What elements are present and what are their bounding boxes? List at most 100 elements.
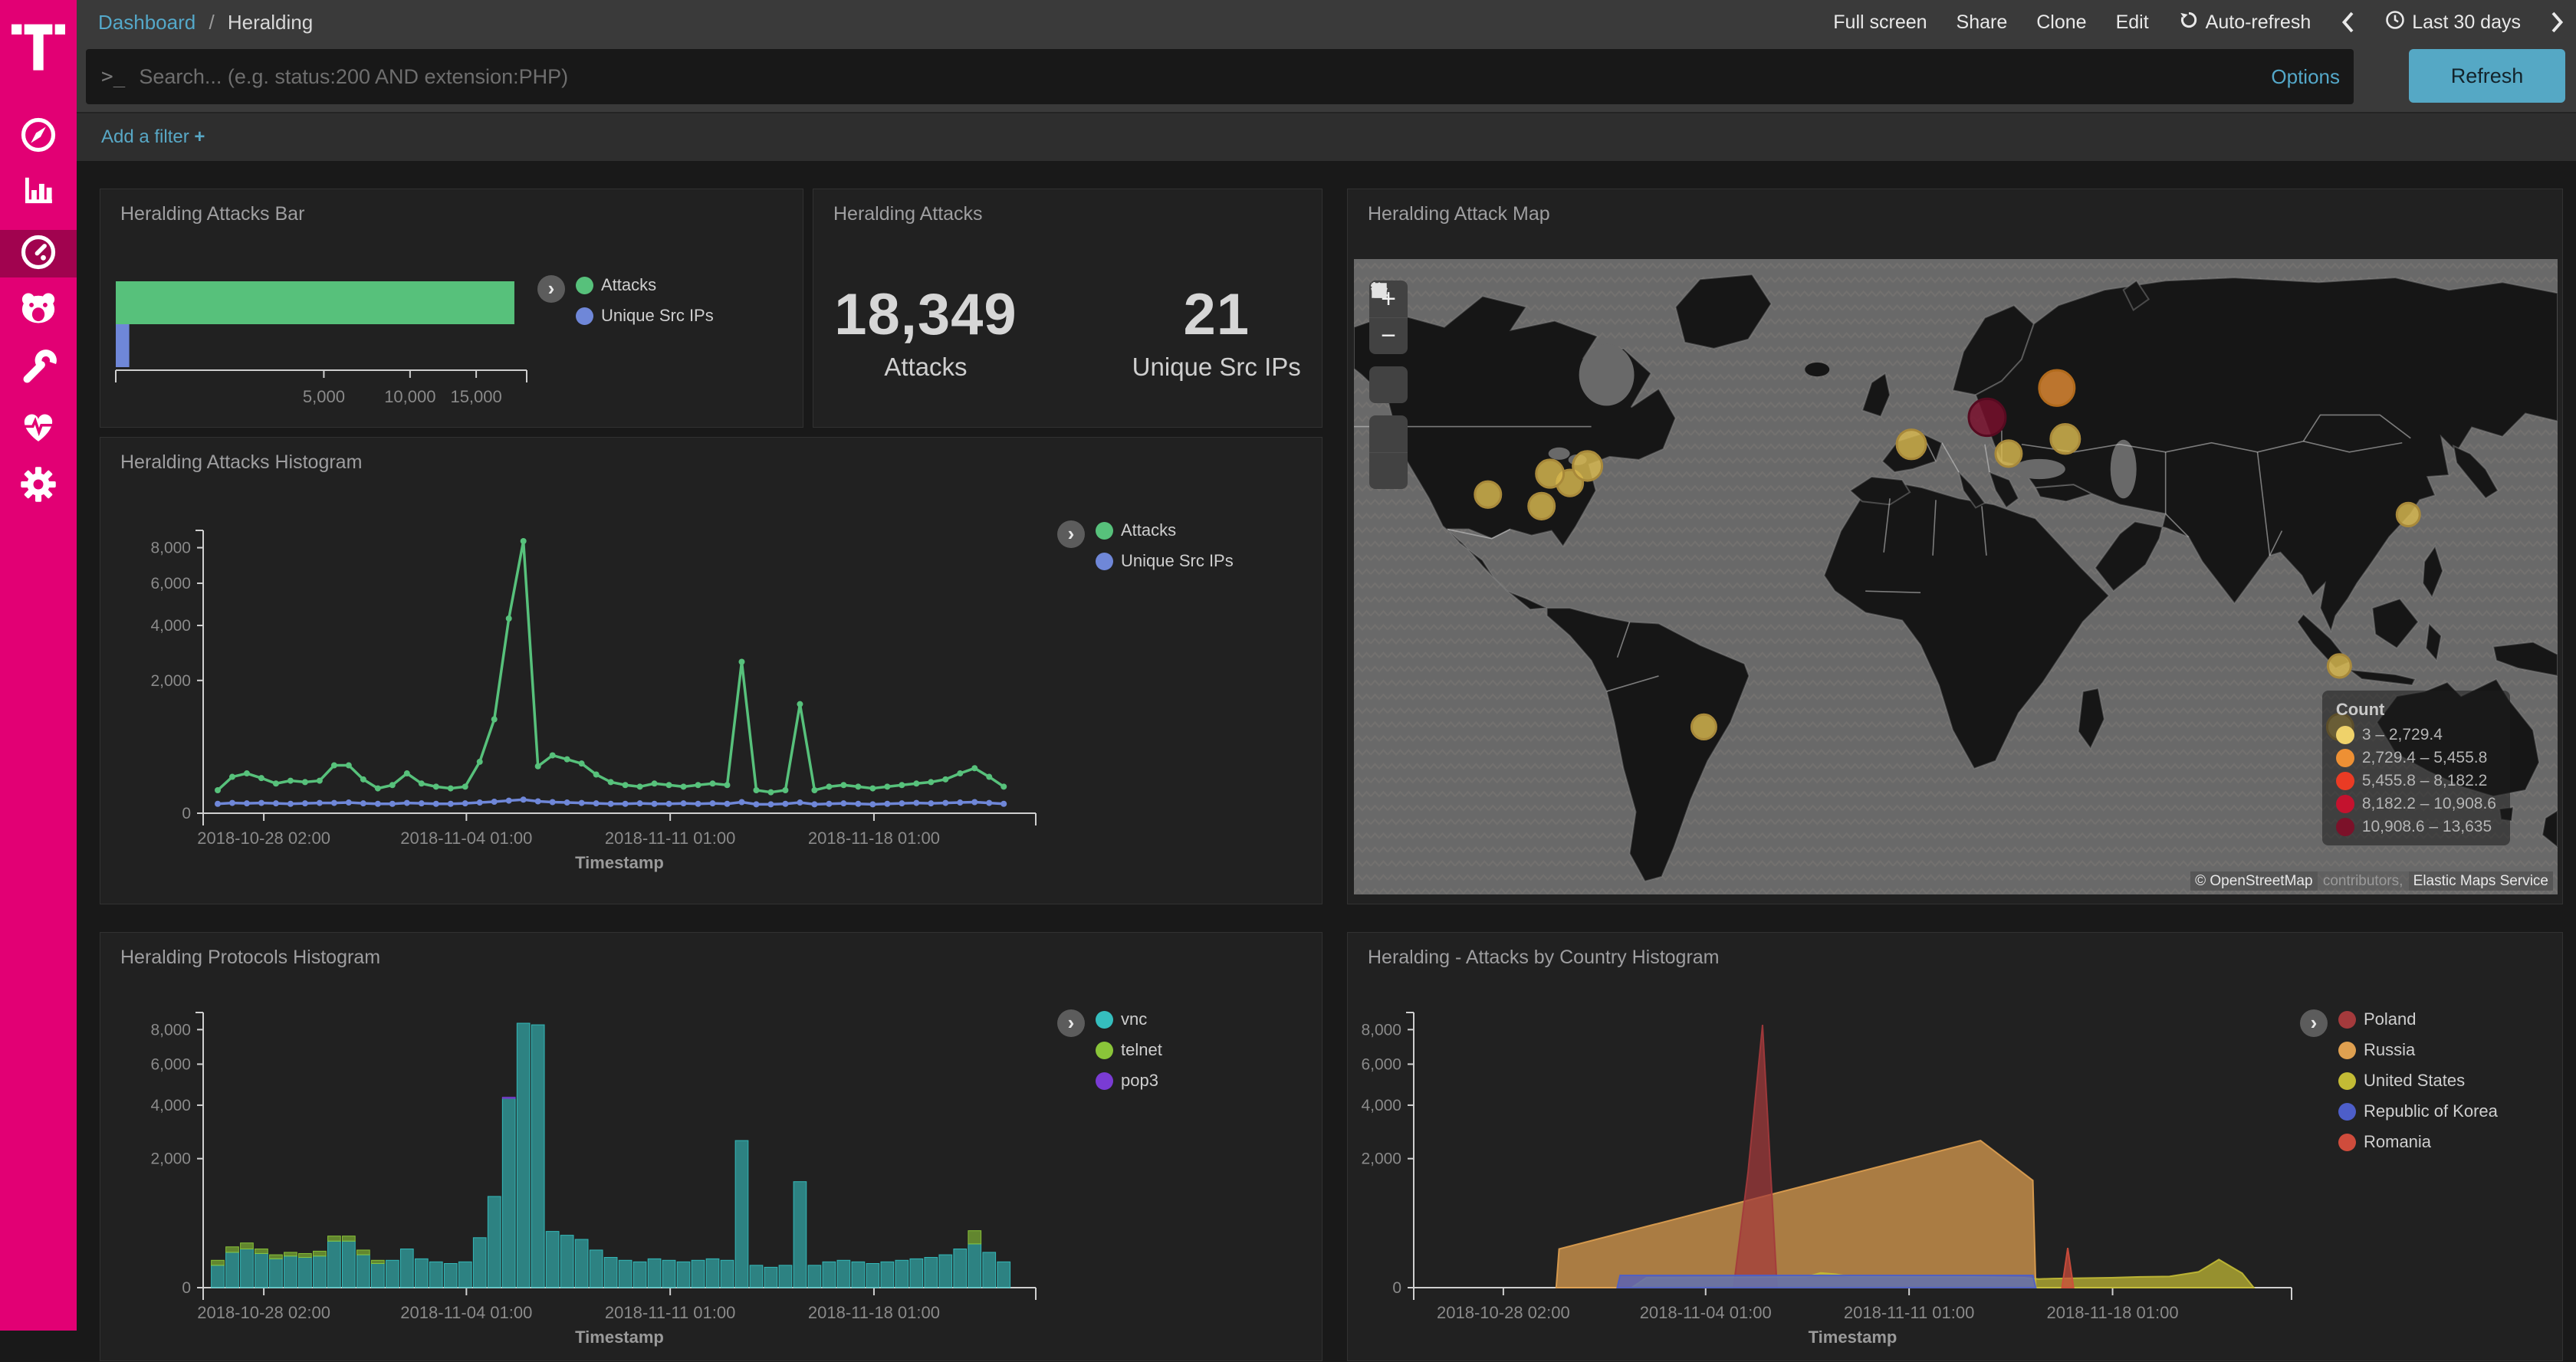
metric-unique-src-ips: 21 Unique Src IPs bbox=[1132, 281, 1301, 382]
legend-label: Romania bbox=[2364, 1132, 2431, 1152]
breadcrumb-current: Heralding bbox=[228, 11, 313, 34]
legend-color-dot bbox=[1096, 1042, 1113, 1059]
legend-color-dot bbox=[2338, 1103, 2356, 1121]
map-draw-polygon-button[interactable] bbox=[1369, 415, 1408, 452]
filter-bar: Add a filter + bbox=[77, 112, 2576, 161]
sidebar-item-management[interactable] bbox=[0, 461, 77, 510]
edit-button[interactable]: Edit bbox=[2116, 11, 2149, 34]
svg-text:2,000: 2,000 bbox=[150, 672, 191, 690]
clone-button[interactable]: Clone bbox=[2036, 11, 2086, 34]
map-crop-icon[interactable] bbox=[1369, 366, 1408, 403]
map-legend-title: Count bbox=[2336, 700, 2496, 720]
svg-text:Timestamp: Timestamp bbox=[575, 853, 664, 872]
legend-collapse-icon[interactable]: › bbox=[2300, 1009, 2328, 1037]
legend-label: vnc bbox=[1121, 1009, 1147, 1029]
svg-text:2018-11-04 01:00: 2018-11-04 01:00 bbox=[400, 1303, 532, 1322]
panel-attacks-bar: Heralding Attacks Bar 5,00010,00015,000 … bbox=[100, 189, 803, 428]
query-bar: >_ Options Refresh bbox=[77, 44, 2576, 112]
svg-text:2018-11-18 01:00: 2018-11-18 01:00 bbox=[2046, 1303, 2178, 1322]
legend-item[interactable]: vnc bbox=[1096, 1009, 1162, 1029]
compass-icon bbox=[18, 115, 58, 159]
svg-text:2018-10-28 02:00: 2018-10-28 02:00 bbox=[197, 829, 330, 848]
protocols-histogram-chart: 02,0004,0006,0008,0002018-10-28 02:00201… bbox=[100, 933, 1323, 1362]
legend-item[interactable]: United States bbox=[2338, 1071, 2498, 1091]
svg-text:2018-10-28 02:00: 2018-10-28 02:00 bbox=[197, 1303, 330, 1322]
time-back-button[interactable] bbox=[2340, 11, 2355, 34]
legend-label: Republic of Korea bbox=[2364, 1101, 2498, 1121]
legend-label: telnet bbox=[1121, 1040, 1162, 1060]
elastic-maps-service-link[interactable]: Elastic Maps Service bbox=[2409, 871, 2553, 891]
legend-item[interactable]: Unique Src IPs bbox=[1096, 551, 1234, 571]
svg-text:2,000: 2,000 bbox=[1361, 1150, 1401, 1168]
share-button[interactable]: Share bbox=[1957, 11, 2008, 34]
attack-map[interactable]: + − bbox=[1354, 259, 2558, 894]
panel-attack-map: Heralding Attack Map + − bbox=[1347, 189, 2563, 904]
legend-item[interactable]: Romania bbox=[2338, 1132, 2498, 1152]
map-legend-item: 5,455.8 – 8,182.2 bbox=[2336, 772, 2496, 790]
legend-color-dot bbox=[1096, 553, 1113, 570]
svg-text:2018-10-28 02:00: 2018-10-28 02:00 bbox=[1437, 1303, 1570, 1322]
legend-color-dot bbox=[1096, 522, 1113, 540]
legend-collapse-icon[interactable]: › bbox=[537, 275, 565, 303]
metric-value: 18,349 bbox=[834, 281, 1017, 348]
svg-text:15,000: 15,000 bbox=[450, 387, 501, 406]
auto-refresh-button[interactable]: Auto-refresh bbox=[2178, 9, 2312, 36]
sidebar-item-timelion[interactable] bbox=[0, 285, 77, 334]
options-link[interactable]: Options bbox=[2271, 49, 2340, 104]
svg-text:2018-11-11 01:00: 2018-11-11 01:00 bbox=[605, 829, 735, 848]
svg-text:2018-11-04 01:00: 2018-11-04 01:00 bbox=[1640, 1303, 1772, 1322]
t-mobile-logo-icon[interactable] bbox=[0, 8, 77, 77]
legend-label: Unique Src IPs bbox=[601, 306, 714, 326]
map-draw-rectangle-button[interactable] bbox=[1369, 452, 1408, 489]
sidebar-item-dashboard[interactable] bbox=[0, 230, 77, 277]
openstreetmap-link[interactable]: OpenStreetMap bbox=[2210, 873, 2312, 889]
clock-icon bbox=[2384, 9, 2406, 36]
sidebar-item-discover[interactable] bbox=[0, 112, 77, 161]
chart-legend: › vnc telnet pop3 bbox=[1057, 1009, 1162, 1091]
panel-country-histogram: Heralding - Attacks by Country Histogram… bbox=[1347, 932, 2563, 1361]
breadcrumb-dashboard-link[interactable]: Dashboard bbox=[98, 11, 196, 34]
map-legend-item: 10,908.6 – 13,635 bbox=[2336, 818, 2496, 836]
refresh-button[interactable]: Refresh bbox=[2409, 49, 2565, 103]
legend-color-dot bbox=[2338, 1072, 2356, 1090]
legend-item[interactable]: pop3 bbox=[1096, 1071, 1162, 1091]
add-filter-button[interactable]: Add a filter + bbox=[101, 126, 205, 148]
map-legend-label: 10,908.6 – 13,635 bbox=[2362, 818, 2492, 836]
legend-item[interactable]: Unique Src IPs bbox=[576, 306, 714, 326]
legend-collapse-icon[interactable]: › bbox=[1057, 1009, 1085, 1037]
map-legend-dot bbox=[2336, 818, 2354, 836]
legend-item[interactable]: Poland bbox=[2338, 1009, 2498, 1029]
map-legend-dot bbox=[2336, 726, 2354, 744]
legend-label: Russia bbox=[2364, 1040, 2415, 1060]
legend-item[interactable]: Attacks bbox=[576, 275, 714, 295]
search-input[interactable] bbox=[137, 49, 2354, 104]
heartbeat-icon bbox=[17, 408, 60, 451]
time-range-picker[interactable]: Last 30 days bbox=[2384, 9, 2521, 36]
map-zoom-out-button[interactable]: − bbox=[1369, 317, 1408, 354]
legend-color-dot bbox=[1096, 1072, 1113, 1090]
legend-item[interactable]: Attacks bbox=[1096, 520, 1234, 540]
svg-text:2018-11-18 01:00: 2018-11-18 01:00 bbox=[808, 829, 940, 848]
search-input-wrap: >_ Options bbox=[86, 49, 2354, 104]
panel-title: Heralding Attacks bbox=[813, 189, 1322, 225]
sidebar-item-monitoring[interactable] bbox=[0, 405, 77, 454]
panel-protocols-histogram: Heralding Protocols Histogram 02,0004,00… bbox=[100, 932, 1322, 1361]
breadcrumb-separator: / bbox=[209, 11, 214, 34]
time-forward-button[interactable] bbox=[2550, 11, 2565, 34]
legend-item[interactable]: Republic of Korea bbox=[2338, 1101, 2498, 1121]
panel-title: Heralding Attack Map bbox=[1348, 189, 2562, 225]
legend-color-dot bbox=[2338, 1042, 2356, 1059]
svg-text:6,000: 6,000 bbox=[1361, 1055, 1401, 1073]
chart-legend: › Poland Russia United States Republic of K… bbox=[2300, 1009, 2498, 1152]
full-screen-button[interactable]: Full screen bbox=[1833, 11, 1927, 34]
legend-collapse-icon[interactable]: › bbox=[1057, 520, 1085, 548]
map-legend-item: 8,182.2 – 10,908.6 bbox=[2336, 795, 2496, 813]
legend-item[interactable]: telnet bbox=[1096, 1040, 1162, 1060]
legend-item[interactable]: Russia bbox=[2338, 1040, 2498, 1060]
map-attribution: © OpenStreetMap contributors, Elastic Ma… bbox=[2190, 873, 2553, 890]
sidebar-item-visualize[interactable] bbox=[0, 167, 77, 216]
map-legend: Count 3 – 2,729.42,729.4 – 5,455.85,455.… bbox=[2322, 691, 2510, 845]
svg-text:2018-11-11 01:00: 2018-11-11 01:00 bbox=[1844, 1303, 1974, 1322]
svg-text:0: 0 bbox=[182, 1279, 191, 1297]
sidebar-item-dev-tools[interactable] bbox=[0, 345, 77, 394]
